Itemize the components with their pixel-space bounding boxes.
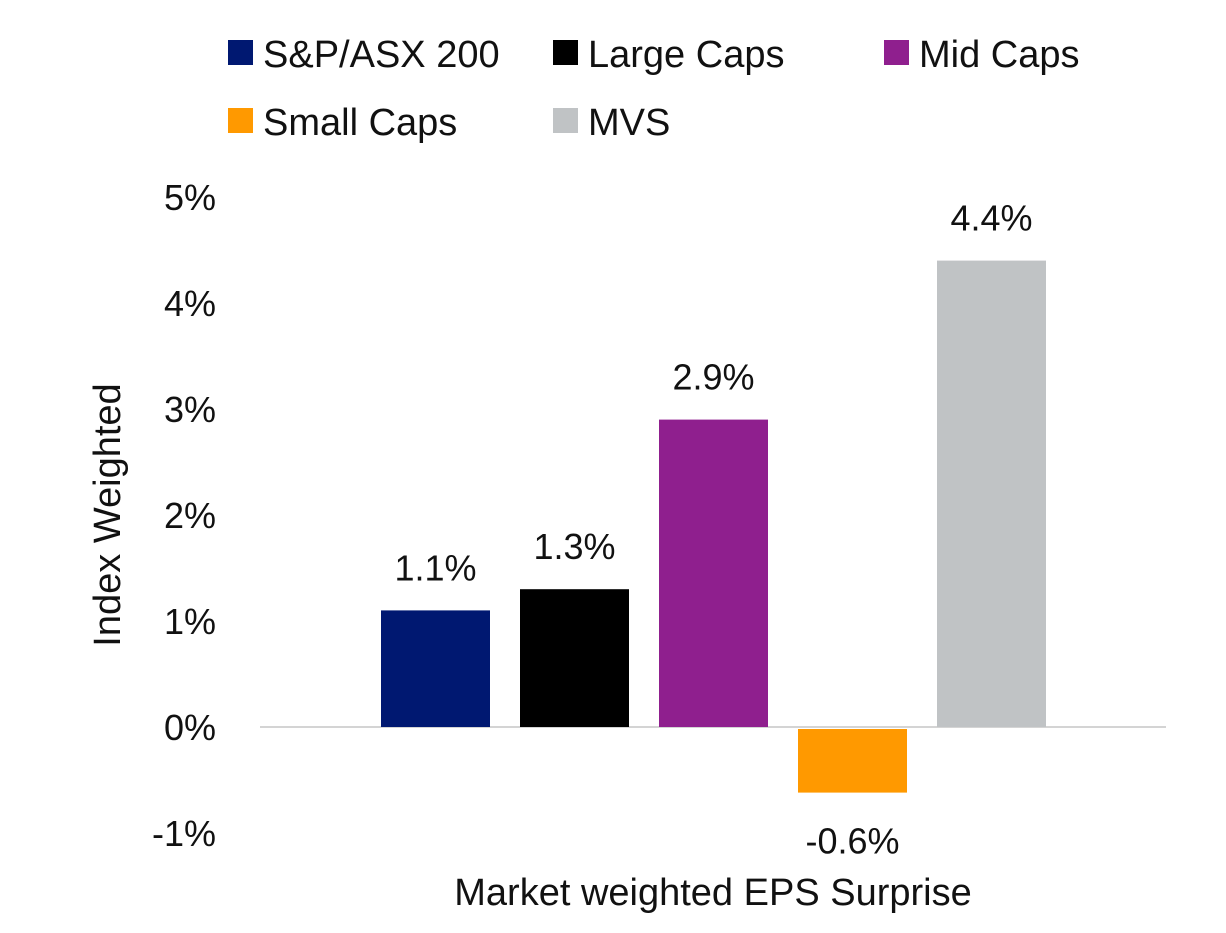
bar-small-caps: [798, 729, 907, 793]
bars: [381, 260, 1046, 793]
y-axis-label: Index Weighted: [87, 383, 129, 646]
y-axis-ticks: -1% 0% 1% 2% 3% 4% 5%: [152, 177, 216, 854]
y-tick-label: 2%: [164, 495, 216, 536]
y-tick-label: 3%: [164, 389, 216, 430]
data-labels: 1.1% 1.3% 2.9% -0.6% 4.4%: [394, 198, 1032, 862]
y-tick-label: -1%: [152, 813, 216, 854]
data-label-mid-caps: 2.9%: [672, 357, 754, 398]
y-tick-label: 5%: [164, 177, 216, 218]
legend-label-large-caps: Large Caps: [588, 34, 784, 76]
legend-swatch-large-caps: [553, 40, 578, 65]
bar-s-p-asx-200: [381, 610, 490, 727]
legend-label-s-p-asx-200: S&P/ASX 200: [263, 34, 500, 76]
y-tick-label: 0%: [164, 707, 216, 748]
bar-mid-caps: [659, 419, 768, 727]
bar-mvs: [937, 260, 1046, 727]
legend: S&P/ASX 200 Large Caps Mid Caps Small Caps M…: [228, 34, 1080, 144]
y-tick-label: 1%: [164, 601, 216, 642]
x-axis-label: Market weighted EPS Surprise: [454, 872, 971, 914]
legend-swatch-mid-caps: [884, 40, 909, 65]
legend-swatch-mvs: [553, 108, 578, 133]
legend-label-mid-caps: Mid Caps: [919, 34, 1080, 76]
bar-large-caps: [520, 589, 629, 727]
legend-label-mvs: MVS: [588, 102, 670, 144]
legend-swatch-s-p-asx-200: [228, 40, 253, 65]
data-label-large-caps: 1.3%: [533, 526, 615, 567]
legend-swatch-small-caps: [228, 108, 253, 133]
y-tick-label: 4%: [164, 283, 216, 324]
legend-label-small-caps: Small Caps: [263, 102, 457, 144]
data-label-mvs: 4.4%: [950, 198, 1032, 239]
data-label-small-caps: -0.6%: [805, 821, 899, 862]
data-label-s-p-asx-200: 1.1%: [394, 547, 476, 588]
